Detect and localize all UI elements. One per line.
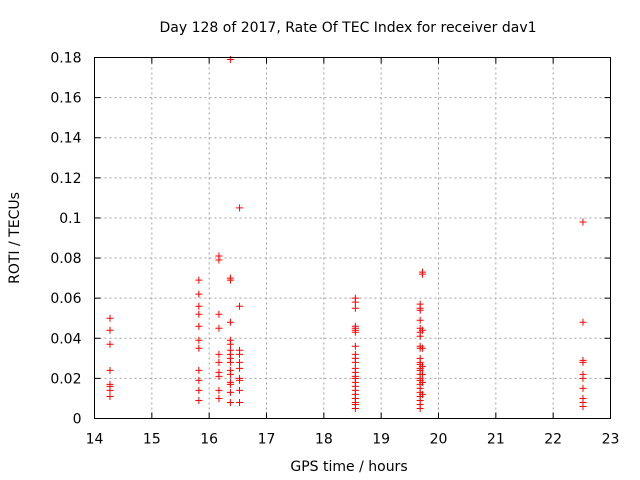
y-tick-label: 0.06 xyxy=(50,291,81,307)
data-point xyxy=(236,204,244,212)
x-tick-label: 21 xyxy=(487,432,505,448)
data-point xyxy=(195,302,203,310)
y-tick-label: 0.18 xyxy=(50,51,81,67)
x-tick-label: 23 xyxy=(602,432,620,448)
y-tick-label: 0.14 xyxy=(50,131,81,147)
data-point xyxy=(195,276,203,284)
data-point xyxy=(416,316,424,324)
data-point xyxy=(236,358,244,366)
data-point xyxy=(195,310,203,318)
data-point xyxy=(351,404,359,412)
plot-frame xyxy=(94,57,611,419)
data-point xyxy=(195,322,203,330)
data-point xyxy=(215,324,223,332)
data-point xyxy=(215,386,223,394)
data-point xyxy=(416,306,424,314)
x-tick-label: 22 xyxy=(544,432,562,448)
y-tick-label: 0 xyxy=(73,412,82,428)
x-tick-label: 19 xyxy=(372,432,390,448)
data-point xyxy=(418,390,426,398)
data-point xyxy=(236,398,244,406)
data-point xyxy=(226,340,234,348)
data-point xyxy=(351,298,359,306)
data-point xyxy=(215,372,223,380)
data-point xyxy=(106,392,114,400)
data-point xyxy=(418,270,426,278)
data-point xyxy=(226,358,234,366)
data-point xyxy=(195,290,203,298)
data-point xyxy=(418,370,426,378)
data-point xyxy=(226,380,234,388)
data-point xyxy=(195,376,203,384)
data-point xyxy=(215,350,223,358)
data-point xyxy=(195,366,203,374)
data-point xyxy=(236,386,244,394)
data-point xyxy=(226,388,234,396)
data-point xyxy=(106,386,114,394)
data-point xyxy=(236,376,244,384)
data-point xyxy=(351,358,359,366)
data-point xyxy=(579,384,587,392)
data-point xyxy=(236,302,244,310)
data-point xyxy=(195,336,203,344)
data-point xyxy=(215,394,223,402)
data-point xyxy=(106,340,114,348)
data-point xyxy=(215,256,223,264)
x-tick-label: 17 xyxy=(258,432,276,448)
data-point xyxy=(579,358,587,366)
data-point xyxy=(106,366,114,374)
data-point xyxy=(351,342,359,350)
data-point xyxy=(418,378,426,386)
data-point xyxy=(215,358,223,366)
data-point xyxy=(579,402,587,410)
data-point xyxy=(226,370,234,378)
y-tick-label: 0.04 xyxy=(50,331,81,347)
data-point xyxy=(416,332,424,340)
y-tick-label: 0.16 xyxy=(50,91,81,107)
data-point xyxy=(215,310,223,318)
data-point xyxy=(351,328,359,336)
data-point xyxy=(195,386,203,394)
y-tick-label: 0.12 xyxy=(50,171,81,187)
y-tick-label: 0.08 xyxy=(50,251,81,267)
x-tick-label: 14 xyxy=(86,432,104,448)
data-point xyxy=(416,404,424,412)
data-point xyxy=(226,318,234,326)
y-tick-label: 0.1 xyxy=(59,211,81,227)
data-point xyxy=(579,374,587,382)
y-axis-label: ROTI / TECUs xyxy=(7,192,23,284)
data-point xyxy=(226,276,234,284)
x-tick-label: 16 xyxy=(200,432,218,448)
data-point xyxy=(236,350,244,358)
data-point xyxy=(418,362,426,370)
data-point xyxy=(195,396,203,404)
grid xyxy=(94,57,611,419)
x-axis-label: GPS time / hours xyxy=(290,459,407,475)
x-tick-label: 15 xyxy=(143,432,161,448)
data-point xyxy=(579,318,587,326)
chart-title: Day 128 of 2017, Rate Of TEC Index for r… xyxy=(159,20,536,36)
data-point xyxy=(195,344,203,352)
x-tick-label: 20 xyxy=(430,432,448,448)
x-tick-label: 18 xyxy=(315,432,333,448)
data-point xyxy=(236,364,244,372)
axes: 14 15 16 17 18 19 20 21 22 23 0 0.02 0.04 0.06 0.08 0.1… xyxy=(50,51,619,448)
data-point xyxy=(226,398,234,406)
data-point xyxy=(106,326,114,334)
data-point xyxy=(579,218,587,226)
data-point xyxy=(418,344,426,352)
data-points xyxy=(106,56,587,412)
y-tick-label: 0.02 xyxy=(50,371,81,387)
data-point xyxy=(418,326,426,334)
data-point xyxy=(351,304,359,312)
data-point xyxy=(106,314,114,322)
